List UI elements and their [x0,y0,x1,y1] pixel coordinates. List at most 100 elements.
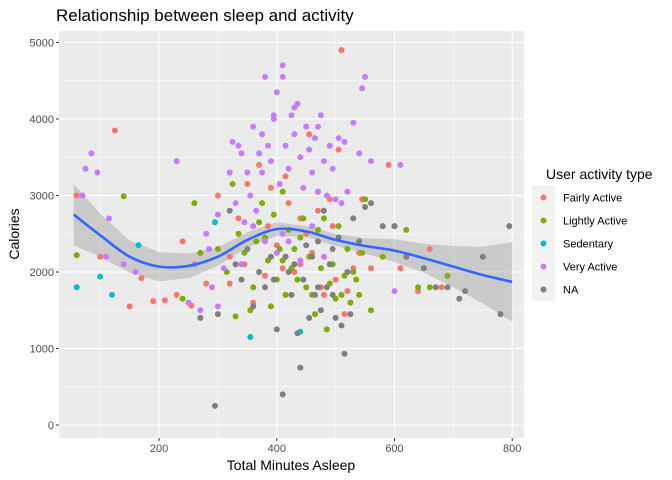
point-na [279,391,286,398]
x-tick-label: 800 [503,443,521,455]
point-very-active [332,196,339,203]
point-fairly-active [332,276,339,283]
point-lightly-active [344,246,351,252]
point-lightly-active [297,234,304,241]
point-lightly-active [323,326,330,333]
point-very-active [326,142,333,149]
point-very-active [397,161,404,168]
point-lightly-active [197,249,204,256]
point-very-active [235,142,242,149]
y-axis: 0 1000 2000 3000 4000 5000 [30,37,59,432]
point-very-active [323,192,330,199]
point-very-active [273,249,280,256]
point-na [506,223,513,230]
point-fairly-active [279,265,286,272]
point-very-active [288,112,295,119]
x-axis-title: Total Minutes Asleep [227,457,356,473]
point-very-active [368,158,374,165]
point-na [294,330,301,337]
point-na [300,276,307,283]
point-fairly-active [173,291,180,298]
point-na [273,326,280,333]
point-lightly-active [362,196,369,203]
point-fairly-active [329,223,336,230]
point-very-active [259,169,266,176]
point-very-active [270,116,277,122]
point-na [270,276,277,283]
point-very-active [303,123,310,130]
point-na [332,314,339,321]
point-na [379,223,386,230]
point-very-active [306,146,313,153]
point-very-active [317,112,324,119]
point-very-active [276,181,283,187]
point-lightly-active [415,284,422,291]
confidence-band [73,184,513,322]
point-fairly-active [161,297,168,304]
point-na [338,322,345,329]
point-na [214,311,221,318]
point-lightly-active [347,299,354,306]
point-very-active [279,73,286,80]
y-axis-title: Calories [6,208,22,259]
point-very-active [285,165,292,172]
point-fairly-active [256,161,263,168]
point-na [262,284,268,291]
point-lightly-active [444,272,451,279]
point-na [226,207,233,214]
point-lightly-active [403,226,410,233]
point-very-active [267,158,274,165]
point-fairly-active [203,280,210,287]
point-very-active [120,261,127,268]
confidence-band-area [73,184,513,322]
point-fairly-active [385,161,392,168]
point-fairly-active [397,265,404,272]
point-na [350,215,357,222]
point-na [309,253,316,260]
point-na [403,253,410,260]
point-na [267,253,274,260]
plot-panel [59,31,524,438]
point-na [297,364,304,371]
point-lightly-active [232,313,239,320]
point-very-active [359,85,366,92]
legend-swatch-sedentary [540,240,547,247]
point-very-active [203,230,210,237]
point-lightly-active [270,211,277,218]
point-very-active [82,165,89,172]
point-lightly-active [229,181,236,187]
point-very-active [250,123,257,130]
point-very-active [232,200,239,207]
point-na [420,265,427,272]
point-fairly-active [320,291,327,298]
legend-label-sedentary: Sedentary [563,239,614,251]
point-na [341,350,348,357]
legend-swatch-fairly-active [540,194,547,201]
legend-title: User activity type [546,166,653,182]
legend-label-very-active: Very Active [563,262,617,274]
point-fairly-active [235,215,242,222]
chart-title: Relationship between sleep and activity [56,6,354,25]
point-sedentary [135,242,142,249]
point-fairly-active [368,265,374,272]
y-tick-label: 1000 [30,343,54,355]
point-na [212,402,218,409]
point-very-active [344,188,351,195]
point-lightly-active [235,230,242,237]
point-very-active [341,138,348,145]
point-very-active [106,215,112,222]
point-lightly-active [317,265,324,272]
point-lightly-active [73,252,80,259]
point-very-active [282,142,289,149]
point-lightly-active [338,291,345,298]
point-fairly-active [341,311,348,318]
point-na [315,238,321,245]
point-fairly-active [267,184,274,191]
point-na [291,261,298,268]
point-lightly-active [356,291,363,298]
point-very-active [338,200,345,207]
point-very-active [238,261,245,268]
point-fairly-active [285,200,292,207]
point-lightly-active [267,303,274,310]
point-na [326,261,333,268]
